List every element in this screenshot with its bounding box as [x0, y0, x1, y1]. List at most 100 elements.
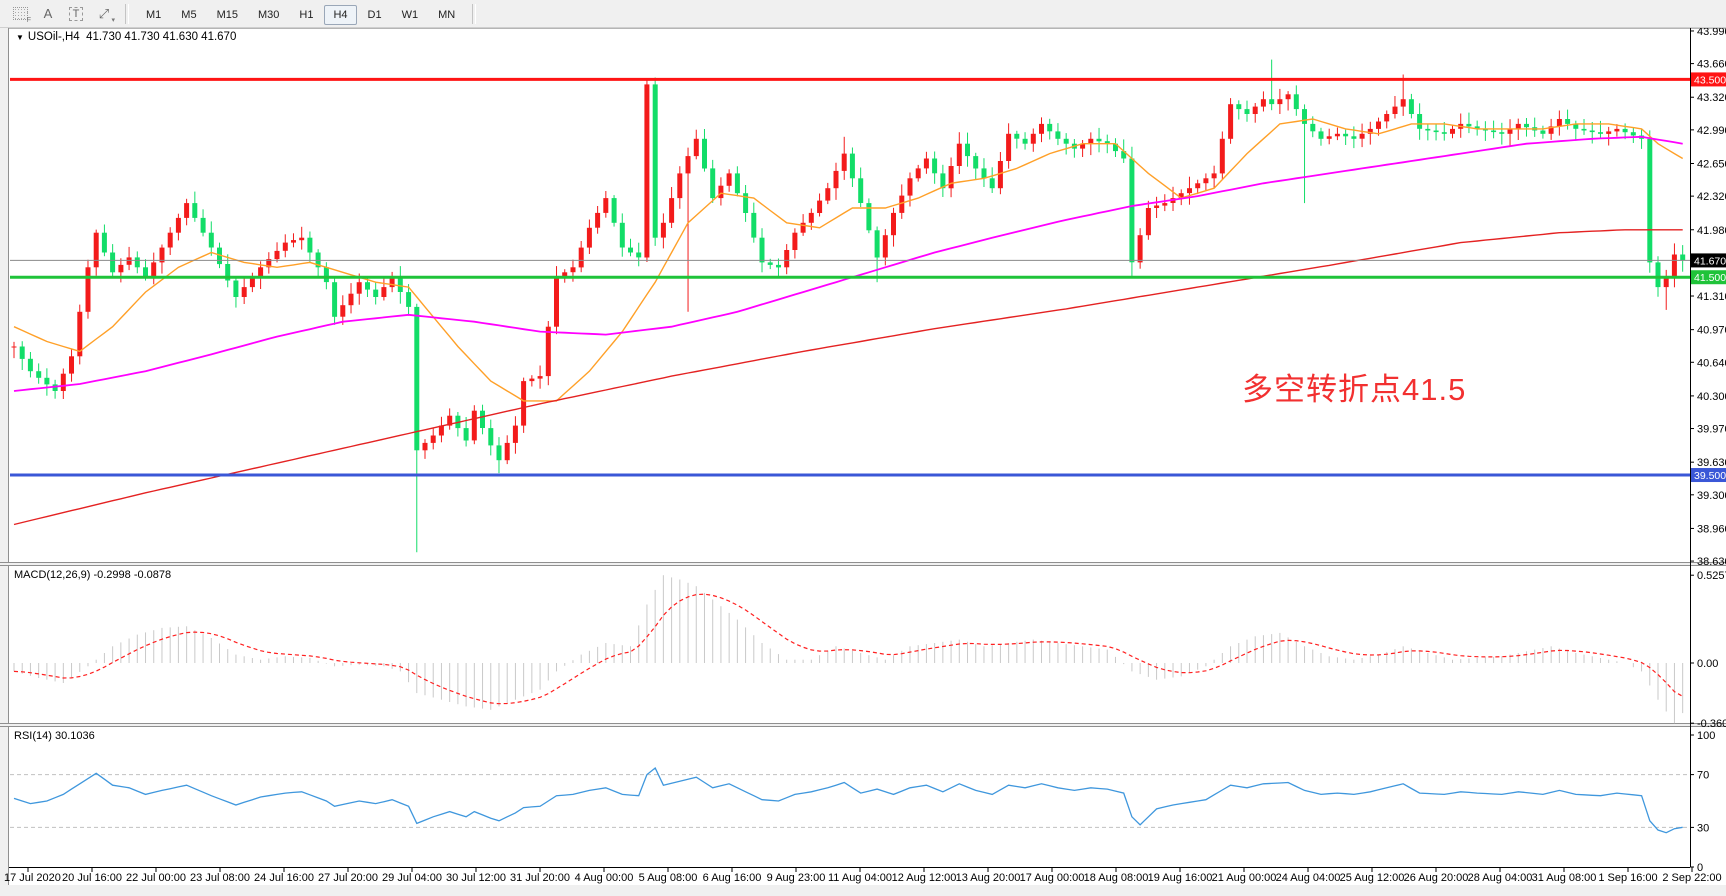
time-axis-label: 11 Aug 04:00	[828, 872, 892, 884]
timeframe-button-M30[interactable]: M30	[257, 8, 280, 21]
timeframe-button-D1[interactable]: D1	[367, 8, 382, 21]
price-tick-label: 42.320	[1697, 191, 1726, 203]
candle	[1113, 143, 1118, 152]
candle	[356, 282, 362, 294]
candle	[915, 168, 921, 179]
candle	[1417, 114, 1423, 129]
candle	[126, 257, 132, 265]
candle	[1647, 138, 1653, 263]
candle	[808, 212, 814, 223]
candle	[1137, 235, 1143, 263]
time-axis-label: 22 Jul 00:00	[126, 872, 186, 884]
candle	[381, 287, 387, 297]
candle	[997, 161, 1003, 189]
candle	[891, 212, 896, 236]
candle	[1195, 183, 1201, 189]
candle	[19, 346, 25, 359]
candle	[258, 267, 264, 278]
chart-bg	[9, 28, 1726, 885]
candle	[858, 178, 864, 203]
toolbar-separator	[472, 3, 477, 24]
candle	[956, 143, 962, 166]
time-axis-label: 9 Aug 23:00	[767, 872, 826, 884]
price-tick-label: 38.630	[1697, 556, 1726, 568]
candle	[1252, 106, 1258, 114]
candle	[11, 346, 17, 348]
candle	[307, 237, 313, 253]
grid-f-icon[interactable]: F	[7, 3, 33, 25]
candle	[973, 156, 979, 169]
candle	[44, 377, 50, 385]
candle	[1606, 131, 1612, 134]
candle	[471, 410, 477, 441]
candle	[233, 280, 239, 297]
cursor-arrows-icon[interactable]: ⤢ ▾	[98, 5, 115, 24]
candle	[1630, 132, 1636, 136]
timeframe-button-M5[interactable]: M5	[181, 8, 197, 21]
timeframe-button-H1[interactable]: H1	[299, 8, 314, 21]
candle	[299, 237, 305, 241]
candle	[537, 376, 543, 379]
symbol-dropdown-icon[interactable]: ▼	[16, 33, 24, 42]
candle	[463, 428, 469, 441]
price-badge-39.500	[1691, 468, 1726, 483]
timeframe-button-M15[interactable]: M15	[216, 8, 238, 21]
candle	[315, 252, 321, 268]
timeframe-button-MN[interactable]: MN	[438, 8, 456, 21]
candle	[1318, 131, 1324, 139]
candle	[1556, 119, 1562, 127]
candle	[134, 257, 140, 268]
timeframe-button-W1[interactable]: W1	[401, 8, 419, 21]
candle	[1285, 94, 1291, 100]
candle	[989, 178, 995, 189]
price-tick-label: 40.300	[1697, 391, 1726, 403]
time-axis-label: 25 Aug 12:00	[1340, 872, 1405, 884]
candle	[1589, 130, 1595, 133]
candle	[1244, 109, 1250, 114]
candle	[833, 170, 839, 189]
time-axis-label: 12 Aug 12:00	[892, 872, 957, 884]
macd-label: MACD(12,26,9) -0.2998 -0.0878	[14, 569, 172, 581]
candle	[1178, 193, 1184, 199]
candle	[562, 272, 568, 278]
time-axis-label: 27 Jul 20:00	[318, 872, 378, 884]
candle	[1384, 114, 1390, 122]
time-axis-label: 28 Aug 04:00	[1468, 872, 1533, 884]
text-box-icon[interactable]: T	[63, 3, 89, 25]
candle	[619, 222, 625, 248]
price-badge-43.500	[1691, 72, 1726, 87]
candle	[225, 264, 231, 281]
label-a-icon[interactable]: A	[43, 6, 53, 21]
candle	[1096, 138, 1102, 142]
chart-title-text: USOil-,H4 41.730 41.730 41.630 41.670	[27, 31, 237, 43]
time-axis-label: 4 Aug 00:00	[575, 872, 634, 884]
candle	[611, 198, 617, 223]
price-tick-label: 40.970	[1697, 325, 1726, 337]
candle	[710, 168, 716, 199]
time-axis-label: 21 Aug 00:00	[1212, 872, 1277, 884]
candle	[110, 252, 116, 273]
candle	[1006, 133, 1012, 161]
time-axis-label: 24 Aug 04:00	[1276, 872, 1341, 884]
candle	[965, 143, 970, 157]
candle	[702, 138, 707, 169]
price-tick-label: 40.640	[1697, 357, 1726, 369]
candle	[595, 212, 601, 228]
candle	[636, 252, 642, 258]
price-tick-label: 42.990	[1697, 125, 1726, 137]
candle	[27, 358, 33, 372]
timeframe-button-M1[interactable]: M1	[146, 8, 162, 21]
candle	[1433, 130, 1439, 133]
price-tick-label: 42.650	[1697, 158, 1726, 170]
candle	[340, 305, 346, 317]
candle	[1203, 178, 1209, 184]
rsi-tick-label: 100	[1697, 730, 1715, 742]
time-axis-label: 18 Aug 08:00	[1084, 872, 1149, 884]
candle	[981, 168, 987, 179]
candle	[1474, 126, 1480, 129]
price-tick-label: 43.320	[1697, 92, 1726, 104]
timeframe-button-H4[interactable]: H4	[324, 4, 357, 25]
candle	[1030, 133, 1036, 144]
